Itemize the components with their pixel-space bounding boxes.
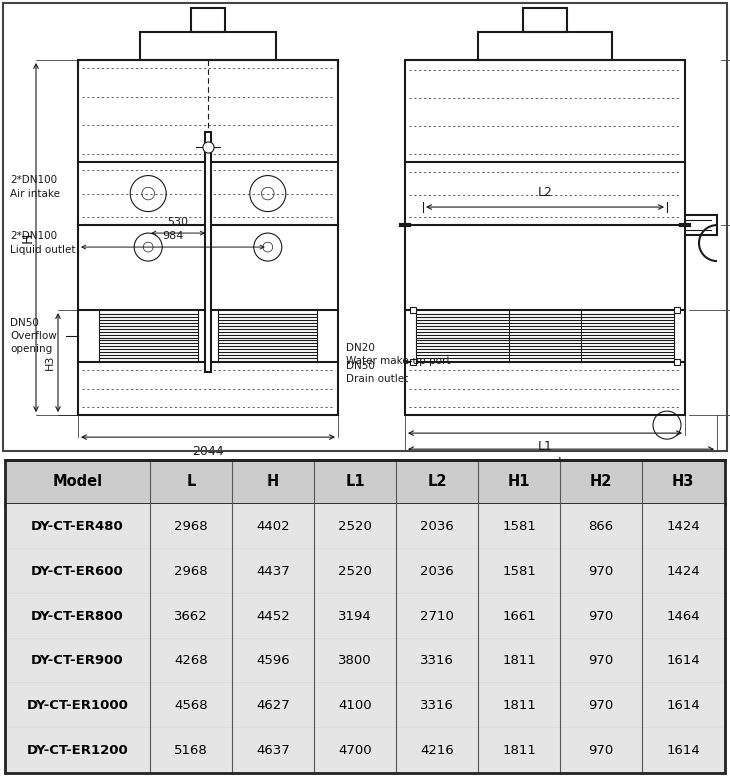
Text: 1614: 1614 [666,654,700,668]
Text: 970: 970 [588,654,614,668]
Bar [5,548,725,594]
Text: 5168: 5168 [174,745,208,757]
Text: 2710: 2710 [420,610,454,622]
Text: 4700: 4700 [338,745,372,757]
Bar [523,8,567,32]
Text: 1811: 1811 [502,654,536,668]
Text: H3: H3 [45,355,55,370]
Text: DY-CT-ER600: DY-CT-ER600 [31,565,124,578]
Text: Model: Model [53,475,102,489]
Text: H: H [21,233,35,243]
Text: H1: H1 [508,475,530,489]
Text: 970: 970 [588,610,614,622]
Text: H2: H2 [590,475,612,489]
Text: H3: H3 [672,475,694,489]
Text: H: H [267,475,279,489]
Bar [5,460,725,504]
Text: 4596: 4596 [256,654,290,668]
Text: 970: 970 [588,565,614,578]
Bar [5,504,725,548]
Text: 3316: 3316 [420,654,454,668]
Text: DY-CT-ER480: DY-CT-ER480 [31,520,124,533]
Text: DY-CT-ER1000: DY-CT-ER1000 [26,699,128,713]
Text: L2: L2 [537,186,553,199]
Text: 2520: 2520 [338,520,372,533]
Text: 866: 866 [588,520,613,533]
Bar [405,60,685,415]
Text: 2*DN100
Liquid outlet: 2*DN100 Liquid outlet [10,232,75,254]
Text: 1614: 1614 [666,745,700,757]
Text: 4627: 4627 [256,699,290,713]
Text: 1811: 1811 [502,699,536,713]
Text: 1614: 1614 [666,699,700,713]
Text: 4268: 4268 [174,654,208,668]
Text: 4437: 4437 [256,565,290,578]
Text: 1424: 1424 [666,565,700,578]
Text: 3662: 3662 [174,610,208,622]
Text: L1: L1 [537,440,553,453]
Text: 530: 530 [168,217,188,227]
Text: 2968: 2968 [174,520,208,533]
Bar [140,32,276,60]
Text: 1581: 1581 [502,520,536,533]
Text: L: L [186,475,196,489]
Bar [5,639,725,683]
Text: 4100: 4100 [338,699,372,713]
Text: 4637: 4637 [256,745,290,757]
Text: 4402: 4402 [256,520,290,533]
Bar [205,132,211,372]
Text: 2036: 2036 [420,565,454,578]
Text: L1: L1 [345,475,365,489]
Text: DN20
Water make-up port: DN20 Water make-up port [346,342,450,366]
Text: 1424: 1424 [666,520,700,533]
Bar [478,32,612,60]
Text: 1661: 1661 [502,610,536,622]
Text: 1464: 1464 [666,610,700,622]
Text: 4452: 4452 [256,610,290,622]
Text: 1811: 1811 [502,745,536,757]
Text: 2*DN100
Air intake: 2*DN100 Air intake [10,176,60,198]
Text: DN50
Drain outlet: DN50 Drain outlet [346,360,408,384]
Text: 4216: 4216 [420,745,454,757]
Text: 984: 984 [162,231,183,241]
Text: L2: L2 [427,475,447,489]
Bar [5,683,725,728]
Text: 4568: 4568 [174,699,208,713]
Text: 3194: 3194 [338,610,372,622]
Text: 2036: 2036 [420,520,454,533]
Text: 1581: 1581 [502,565,536,578]
Text: DY-CT-ER900: DY-CT-ER900 [31,654,124,668]
Text: DY-CT-ER1200: DY-CT-ER1200 [26,745,128,757]
Text: 3316: 3316 [420,699,454,713]
Text: DY-CT-ER800: DY-CT-ER800 [31,610,124,622]
Text: 970: 970 [588,699,614,713]
Text: 3800: 3800 [338,654,372,668]
Text: DN50
Overflow
opening: DN50 Overflow opening [10,318,57,354]
Bar [5,594,725,639]
Bar [78,60,338,415]
Text: 2520: 2520 [338,565,372,578]
Bar [191,8,225,32]
Text: 2968: 2968 [174,565,208,578]
Text: 2044: 2044 [192,445,224,458]
Text: 970: 970 [588,745,614,757]
Text: L: L [558,456,564,469]
Bar [5,728,725,773]
